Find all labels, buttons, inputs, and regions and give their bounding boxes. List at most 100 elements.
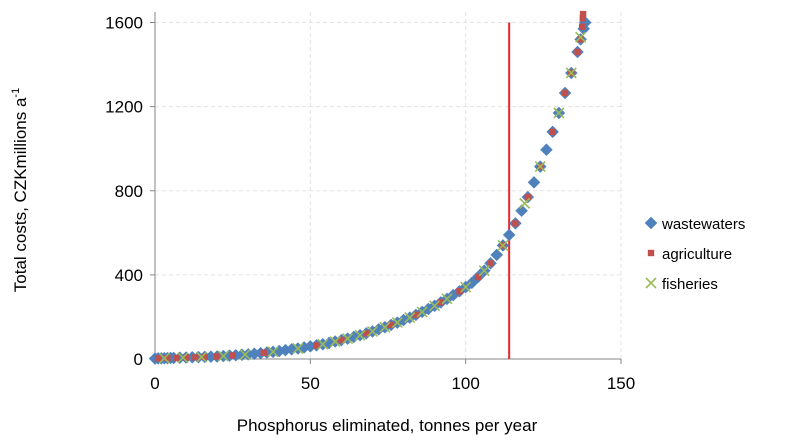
x-marker-stroke — [379, 321, 391, 333]
agriculture-point — [182, 354, 190, 361]
legend-item-wastewaters: wastewaters — [644, 216, 745, 233]
fisheries-point — [429, 300, 441, 312]
fisheries-point — [534, 161, 546, 173]
legend-marker-fisheries — [645, 277, 657, 289]
y-tick-label: 400 — [115, 266, 143, 285]
fisheries-point — [158, 352, 170, 364]
agriculture-point — [260, 349, 267, 356]
agriculture-point — [579, 10, 587, 18]
x-marker-stroke — [553, 107, 565, 119]
agriculture-point — [574, 48, 581, 56]
wastewaters-point — [540, 143, 553, 157]
legend-marker-agriculture — [647, 249, 655, 257]
x-marker-stroke — [354, 329, 366, 341]
agriculture-point — [561, 89, 569, 97]
series-agriculture — [154, 10, 587, 362]
x-marker-stroke — [497, 239, 509, 252]
legend-marker-wastewaters — [644, 216, 658, 230]
grid — [155, 12, 622, 359]
x-tick-label: 50 — [301, 374, 320, 393]
y-tick-label: 800 — [115, 182, 143, 201]
fisheries-point — [575, 31, 587, 43]
fisheries-point — [239, 349, 251, 361]
fisheries-point — [478, 265, 490, 277]
x-marker-stroke — [519, 197, 531, 209]
x-marker-stroke — [429, 300, 441, 312]
x-marker-stroke — [404, 312, 416, 324]
fisheries-point — [460, 281, 472, 293]
agriculture-point — [412, 311, 420, 319]
series-wastewaters — [148, 16, 592, 365]
y-tick-label: 0 — [134, 350, 143, 369]
agriculture-point — [512, 220, 519, 227]
axes — [150, 12, 622, 364]
legend-label-wastewaters: wastewaters — [661, 216, 745, 233]
fisheries-point — [379, 321, 391, 333]
agriculture-point — [201, 353, 208, 361]
agriculture-point — [487, 260, 494, 267]
fisheries-point — [553, 107, 565, 119]
agriculture-point — [578, 23, 586, 30]
fisheries-point — [177, 352, 189, 364]
x-marker-stroke — [565, 67, 577, 79]
agriculture-point — [164, 354, 171, 362]
x-marker-stroke — [478, 265, 490, 277]
x-marker-stroke — [329, 335, 341, 348]
x-marker-stroke — [342, 333, 354, 345]
agriculture-point — [192, 354, 199, 361]
agriculture-point — [474, 273, 482, 281]
wastewaters-point — [515, 204, 528, 218]
fisheries-point — [217, 350, 229, 362]
agriculture-point — [437, 299, 445, 306]
fisheries-point — [196, 351, 208, 363]
x-marker-stroke — [217, 350, 229, 362]
x-marker-stroke — [441, 293, 453, 305]
x-marker-stroke — [534, 161, 546, 173]
wastewaters-point — [490, 248, 504, 262]
legend-label-agriculture: agriculture — [662, 246, 732, 263]
fisheries-point — [497, 239, 509, 252]
x-marker-stroke — [416, 306, 428, 318]
agriculture-point — [387, 321, 395, 329]
agriculture-point — [173, 354, 180, 362]
x-tick-label: 150 — [607, 374, 635, 393]
legend: wastewaters agriculture fisheries — [644, 216, 745, 293]
x-marker-stroke — [177, 352, 189, 364]
fisheries-point — [317, 338, 329, 350]
agriculture-point — [579, 15, 586, 22]
y-tick-label: 1200 — [105, 98, 143, 117]
y-axis-label: Total costs, CZKmillions a-1 — [10, 88, 30, 292]
x-axis-label: Phosphorus eliminated, tonnes per year — [237, 416, 538, 435]
fisheries-point — [416, 306, 428, 318]
x-marker-stroke — [196, 351, 208, 363]
agriculture-point — [154, 355, 162, 362]
x-marker-stroke — [292, 342, 304, 355]
x-marker-stroke — [460, 281, 472, 293]
fisheries-point — [565, 67, 577, 79]
x-marker-stroke — [158, 352, 170, 364]
y-axis-label-main: Total costs, CZKmillions a — [11, 97, 30, 292]
x-tick-label: 0 — [150, 374, 159, 393]
legend-item-fisheries: fisheries — [645, 276, 718, 293]
agriculture-point — [524, 193, 531, 201]
x-marker-stroke — [391, 317, 403, 329]
fisheries-point — [404, 312, 416, 324]
fisheries-point — [329, 335, 341, 348]
agriculture-point — [549, 128, 556, 136]
legend-label-fisheries: fisheries — [662, 276, 718, 293]
agriculture-point — [338, 336, 345, 344]
x-marker-stroke — [645, 277, 657, 289]
agriculture-point — [363, 330, 370, 337]
series-fisheries — [158, 31, 587, 364]
fisheries-point — [519, 197, 531, 209]
wastewaters-point — [527, 175, 541, 189]
x-marker-stroke — [317, 338, 329, 350]
x-marker-stroke — [267, 346, 279, 358]
agriculture-point — [577, 36, 584, 43]
agriculture-point — [456, 288, 463, 295]
wastewaters-point — [502, 228, 516, 242]
fisheries-point — [342, 333, 354, 345]
x-marker-stroke — [239, 349, 251, 361]
